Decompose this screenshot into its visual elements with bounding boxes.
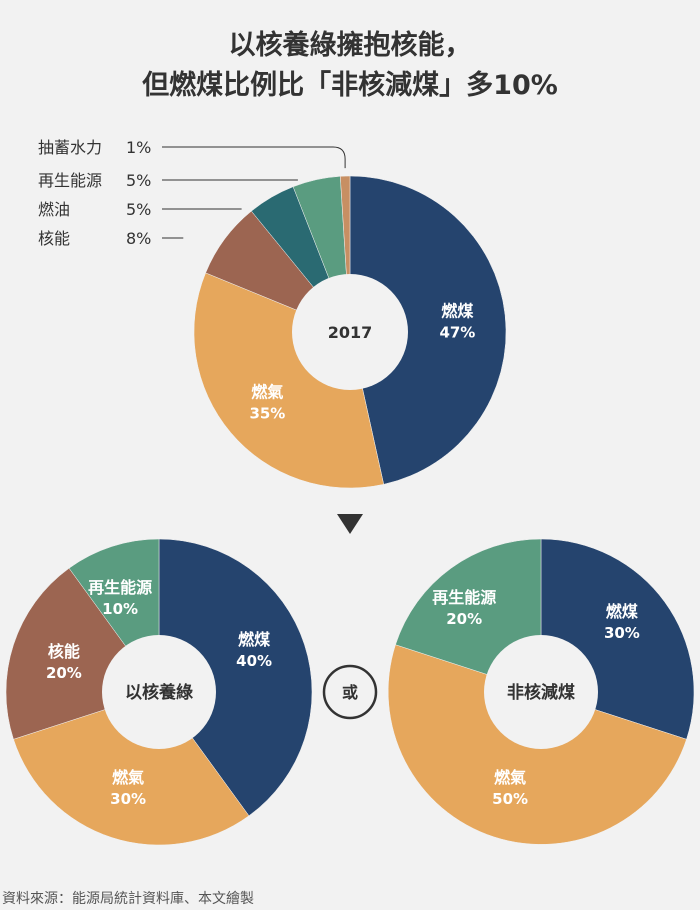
- source-note: 資料來源：能源局統計資料庫、本文繪製: [2, 890, 254, 907]
- slice-label-renewable: 再生能源: [88, 578, 152, 597]
- pie-center-hole: [484, 635, 598, 749]
- legend-value-oil: 5%: [126, 200, 151, 219]
- slice-label-gas: 燃氣: [112, 768, 144, 787]
- pie-2017: 2017 燃煤 47% 燃氣 35%: [193, 175, 507, 489]
- slice-value-gas: 50%: [492, 790, 528, 808]
- chart-title-line1: 以核養綠擁抱核能，: [229, 29, 472, 61]
- pie-slice-gas: [13, 691, 250, 846]
- slice-value-gas: 30%: [110, 790, 146, 808]
- slice-value-gas: 35%: [249, 405, 285, 423]
- pie-slice-coal: [349, 175, 507, 485]
- legend-name-renewable: 再生能源: [38, 171, 102, 190]
- pie-center-label: 以核養綠: [125, 682, 194, 703]
- legend-value-pumped: 1%: [126, 138, 151, 157]
- or-circle: [322, 664, 378, 720]
- or-label: 或: [342, 683, 358, 702]
- legend-name-pumped: 抽蓄水力: [38, 138, 102, 157]
- legend-name-nuclear: 核能: [38, 229, 70, 248]
- slice-value-coal: 40%: [236, 652, 272, 670]
- legend-value-renewable: 5%: [126, 171, 151, 190]
- slice-label-gas: 燃氣: [251, 383, 283, 402]
- pie-no-nuclear-less-coal: 非核減煤 燃煤 30% 燃氣 50% 再生能源 20%: [387, 538, 695, 845]
- slice-value-nuclear: 20%: [46, 664, 82, 682]
- pie-center-label: 2017: [328, 323, 373, 342]
- pie-nuclear-for-green: 以核養綠 燃煤 40% 燃氣 30% 核能 20% 再生能源 10%: [5, 538, 313, 846]
- slice-value-coal: 47%: [439, 323, 475, 341]
- slice-label-nuclear: 核能: [48, 642, 80, 661]
- slice-label-coal: 燃煤: [238, 630, 270, 649]
- slice-value-renewable: 20%: [446, 610, 482, 628]
- pie-center-hole: [102, 635, 216, 749]
- chart-title-line2: 但燃煤比例比「非核減煤」多10%: [142, 69, 558, 101]
- legend-value-nuclear: 8%: [126, 229, 151, 248]
- legend-leader-line-pumped: [162, 146, 346, 169]
- slice-label-renewable: 再生能源: [432, 588, 496, 607]
- down-arrow-icon: [337, 514, 363, 534]
- slice-value-renewable: 10%: [102, 600, 138, 618]
- slice-label-coal: 燃煤: [441, 301, 473, 320]
- pie-center-hole: [292, 274, 408, 390]
- pie-center-label: 非核減煤: [507, 682, 575, 703]
- pie-2017-legend: 抽蓄水力 1% 再生能源 5% 燃油 5% 核能 8%: [38, 138, 346, 248]
- slice-label-gas: 燃氣: [494, 768, 526, 787]
- pie-slice-coal: [158, 538, 313, 817]
- legend-name-oil: 燃油: [38, 200, 70, 219]
- slice-value-coal: 30%: [604, 624, 640, 642]
- slice-label-coal: 燃煤: [606, 602, 638, 621]
